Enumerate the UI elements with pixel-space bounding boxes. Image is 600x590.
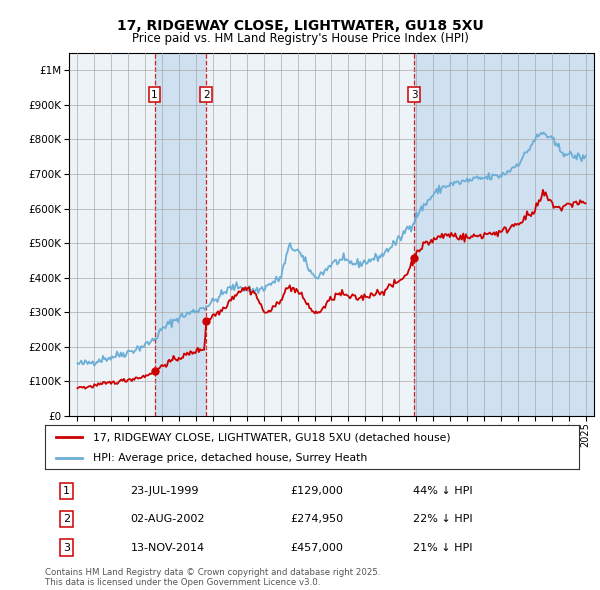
- Text: 13-NOV-2014: 13-NOV-2014: [130, 543, 205, 552]
- Text: This data is licensed under the Open Government Licence v3.0.: This data is licensed under the Open Gov…: [45, 578, 320, 587]
- Text: £129,000: £129,000: [290, 486, 344, 496]
- Text: 44% ↓ HPI: 44% ↓ HPI: [413, 486, 473, 496]
- Point: [409, 253, 419, 263]
- Text: 1: 1: [63, 486, 70, 496]
- Text: 23-JUL-1999: 23-JUL-1999: [130, 486, 199, 496]
- Bar: [155, 53, 206, 416]
- Text: Price paid vs. HM Land Registry's House Price Index (HPI): Price paid vs. HM Land Registry's House …: [131, 32, 469, 45]
- Text: 17, RIDGEWAY CLOSE, LIGHTWATER, GU18 5XU: 17, RIDGEWAY CLOSE, LIGHTWATER, GU18 5XU: [116, 19, 484, 33]
- Text: £457,000: £457,000: [290, 543, 344, 552]
- Text: HPI: Average price, detached house, Surrey Heath: HPI: Average price, detached house, Surr…: [93, 453, 367, 463]
- Text: 3: 3: [63, 543, 70, 552]
- Text: 17, RIDGEWAY CLOSE, LIGHTWATER, GU18 5XU (detached house): 17, RIDGEWAY CLOSE, LIGHTWATER, GU18 5XU…: [93, 432, 451, 442]
- Text: 2: 2: [63, 514, 70, 524]
- Text: 02-AUG-2002: 02-AUG-2002: [130, 514, 205, 524]
- Text: 1: 1: [151, 90, 158, 100]
- Text: 21% ↓ HPI: 21% ↓ HPI: [413, 543, 473, 552]
- Text: 2: 2: [203, 90, 209, 100]
- Text: Contains HM Land Registry data © Crown copyright and database right 2025.: Contains HM Land Registry data © Crown c…: [45, 568, 380, 576]
- Text: £274,950: £274,950: [290, 514, 344, 524]
- Point: [150, 366, 160, 376]
- Text: 3: 3: [410, 90, 417, 100]
- Text: 22% ↓ HPI: 22% ↓ HPI: [413, 514, 473, 524]
- Bar: [414, 53, 594, 416]
- Point: [202, 316, 211, 326]
